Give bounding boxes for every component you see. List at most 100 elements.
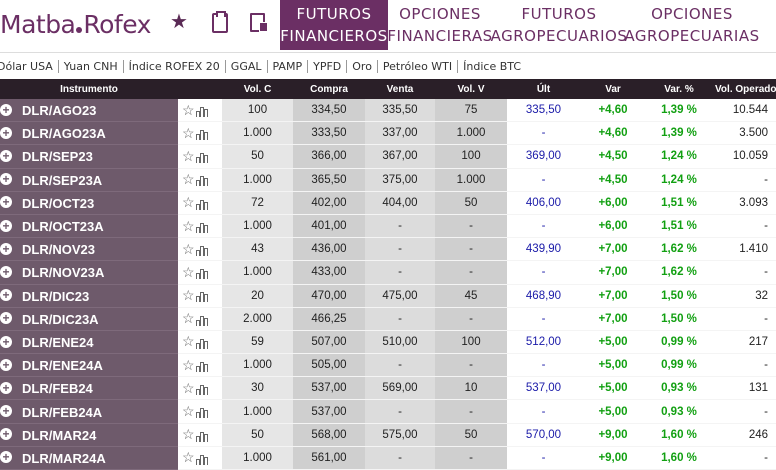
calculator-icon[interactable] xyxy=(250,13,268,32)
table-row[interactable]: + DLR/MAR24 ☆ 50 568,00 575,00 50 570,00 +9,00 1,… xyxy=(0,423,776,447)
link-indice-btc[interactable]: Índice BTC xyxy=(463,59,522,73)
chart-bars-icon[interactable] xyxy=(195,314,210,326)
expand-plus-icon[interactable]: + xyxy=(0,219,12,232)
expand-plus-icon[interactable]: + xyxy=(0,126,12,139)
chart-bars-icon[interactable] xyxy=(195,128,210,141)
instrument-cell[interactable]: + DLR/DIC23 xyxy=(0,284,178,308)
table-row[interactable]: + DLR/OCT23A ☆ 1.000 401,00- - - +6,00 1,51 % - xyxy=(0,214,776,239)
tab-futuros-agropecuarios[interactable]: FUTUROS AGROPECUARIOS xyxy=(491,0,627,50)
instrument-cell[interactable]: + DLR/SEP23 xyxy=(0,144,178,169)
table-row[interactable]: + DLR/ENE24A ☆ 1.000 505,00- - - +5,00 0,99 % - xyxy=(0,353,776,378)
expand-plus-icon[interactable]: + xyxy=(0,405,12,418)
chart-bars-icon[interactable] xyxy=(195,267,210,280)
favorite-star-icon[interactable]: ☆ xyxy=(182,147,195,164)
col-vol-c[interactable]: Vol. C xyxy=(222,79,293,99)
chart-bars-icon[interactable] xyxy=(195,244,210,257)
chart-bars-icon[interactable] xyxy=(195,174,210,187)
col-var-pct[interactable]: Var. % xyxy=(646,79,712,99)
favorite-star-icon[interactable]: ☆ xyxy=(182,426,195,443)
instrument-cell[interactable]: + DLR/ENE24 xyxy=(0,330,178,355)
table-row[interactable]: + DLR/NOV23A ☆ 1.000 433,00- - - +7,00 1,62 % - xyxy=(0,260,776,285)
col-compra[interactable]: Compra xyxy=(293,79,365,99)
expand-plus-icon[interactable]: + xyxy=(0,150,12,162)
clipboard-icon[interactable] xyxy=(212,11,228,33)
expand-plus-icon[interactable]: + xyxy=(0,381,12,394)
instrument-cell[interactable]: + DLR/FEB24A xyxy=(0,399,178,424)
chart-bars-icon[interactable] xyxy=(195,198,210,210)
favorite-star-icon[interactable]: ☆ xyxy=(182,101,195,118)
favorite-star-icon[interactable]: ☆ xyxy=(182,194,195,211)
instrument-cell[interactable]: + DLR/NOV23A xyxy=(0,260,178,285)
expand-plus-icon[interactable]: + xyxy=(0,335,12,348)
table-row[interactable]: + DLR/DIC23A ☆ 2.000 466,25- - - +7,00 1,50 % - xyxy=(0,307,776,331)
link-pamp[interactable]: PAMP xyxy=(268,59,309,73)
favorite-star-icon[interactable]: ☆ xyxy=(182,124,195,141)
expand-plus-icon[interactable]: + xyxy=(0,173,12,186)
table-row[interactable]: + DLR/AGO23A ☆ 1.000 333,50 337,00 1.000- +4,60… xyxy=(0,121,776,146)
table-row[interactable]: + DLR/SEP23 ☆ 50 366,00 367,00 100 369,00 +4,50 1… xyxy=(0,144,776,169)
expand-plus-icon[interactable]: + xyxy=(0,428,12,441)
chart-bars-icon[interactable] xyxy=(195,383,210,396)
instrument-cell[interactable]: + DLR/OCT23A xyxy=(0,214,178,239)
instrument-cell[interactable]: + DLR/DIC23A xyxy=(0,307,178,331)
matba-rofex-logo[interactable]: Matba Rofex xyxy=(0,6,151,42)
favorite-star-icon[interactable]: ☆ xyxy=(182,333,195,350)
chart-bars-icon[interactable] xyxy=(195,290,210,303)
table-row[interactable]: + DLR/MAR24A ☆ 1.000 561,00- - - +9,00 1,60 % - xyxy=(0,446,776,470)
chart-bars-icon[interactable] xyxy=(195,453,210,465)
chart-bars-icon[interactable] xyxy=(195,151,210,164)
instrument-cell[interactable]: + DLR/NOV23 xyxy=(0,237,178,262)
star-icon[interactable]: ★ xyxy=(170,11,188,33)
favorite-star-icon[interactable]: ☆ xyxy=(182,356,195,373)
expand-plus-icon[interactable]: + xyxy=(0,265,12,278)
instrument-cell[interactable]: + DLR/AGO23 xyxy=(0,99,178,123)
table-row[interactable]: + DLR/OCT23 ☆ 72 402,00 404,00 50 406,00 +6,00 1,… xyxy=(0,191,776,215)
expand-plus-icon[interactable]: + xyxy=(0,242,12,255)
favorite-star-icon[interactable]: ☆ xyxy=(182,287,195,304)
expand-plus-icon[interactable]: + xyxy=(0,196,12,209)
chart-bars-icon[interactable] xyxy=(195,221,210,233)
link-ypfd[interactable]: YPFD xyxy=(308,59,348,73)
favorite-star-icon[interactable]: ☆ xyxy=(182,217,195,234)
instrument-cell[interactable]: + DLR/MAR24 xyxy=(0,423,178,447)
instrument-cell[interactable]: + DLR/FEB24 xyxy=(0,376,178,401)
expand-plus-icon[interactable]: + xyxy=(0,358,12,371)
table-row[interactable]: + DLR/SEP23A ☆ 1.000 365,50 375,00 1.000- +4,50… xyxy=(0,168,776,192)
favorite-star-icon[interactable]: ☆ xyxy=(182,263,195,280)
instrument-cell[interactable]: + DLR/OCT23 xyxy=(0,191,178,215)
favorite-star-icon[interactable]: ☆ xyxy=(182,310,195,327)
chart-bars-icon[interactable] xyxy=(195,430,210,442)
instrument-cell[interactable]: + DLR/SEP23A xyxy=(0,168,178,192)
favorite-star-icon[interactable]: ☆ xyxy=(182,449,195,466)
table-row[interactable]: + DLR/ENE24 ☆ 59 507,00 510,00 100 512,00 +5,00 0… xyxy=(0,330,776,355)
expand-plus-icon[interactable]: + xyxy=(0,312,12,325)
favorite-star-icon[interactable]: ☆ xyxy=(182,379,195,396)
col-vol-v[interactable]: Vol. V xyxy=(435,79,507,99)
link-oro[interactable]: Oro xyxy=(347,59,378,73)
col-instrumento[interactable]: Instrumento xyxy=(0,79,178,99)
expand-plus-icon[interactable]: + xyxy=(0,451,12,464)
col-var[interactable]: Var xyxy=(580,79,646,99)
expand-plus-icon[interactable]: + xyxy=(0,289,12,302)
tab-futuros-financieros[interactable]: FUTUROS FINANCIEROS xyxy=(280,0,388,50)
col-venta[interactable]: Venta xyxy=(365,79,435,99)
link-dolar-usa[interactable]: Dólar USA xyxy=(0,59,59,73)
instrument-cell[interactable]: + DLR/AGO23A xyxy=(0,121,178,146)
favorite-star-icon[interactable]: ☆ xyxy=(182,240,195,257)
table-row[interactable]: + DLR/FEB24A ☆ 1.000 537,00- - - +5,00 0,93 % - xyxy=(0,399,776,424)
link-ggal[interactable]: GGAL xyxy=(226,59,268,73)
table-row[interactable]: + DLR/FEB24 ☆ 30 537,00 569,00 10 537,00 +5,00 0,… xyxy=(0,376,776,401)
expand-plus-icon[interactable]: + xyxy=(0,103,12,116)
link-indice-rofex-20[interactable]: Índice ROFEX 20 xyxy=(124,59,226,73)
table-row[interactable]: + DLR/DIC23 ☆ 20 470,00 475,00 45 468,90 +7,00 1,… xyxy=(0,284,776,308)
favorite-star-icon[interactable]: ☆ xyxy=(182,171,195,188)
chart-bars-icon[interactable] xyxy=(195,105,210,117)
chart-bars-icon[interactable] xyxy=(195,360,210,372)
instrument-cell[interactable]: + DLR/ENE24A xyxy=(0,353,178,378)
tab-opciones-financieras[interactable]: OPCIONES FINANCIERAS xyxy=(387,0,492,50)
link-yuan-cnh[interactable]: Yuan CNH xyxy=(59,59,124,73)
instrument-cell[interactable]: + DLR/MAR24A xyxy=(0,446,178,470)
col-ult[interactable]: Últ xyxy=(507,79,580,99)
col-vol-operado[interactable]: Vol. Operado xyxy=(712,79,776,99)
table-row[interactable]: + DLR/AGO23 ☆ 100 334,50 335,50 75 335,50 +4,60 1… xyxy=(0,99,776,123)
